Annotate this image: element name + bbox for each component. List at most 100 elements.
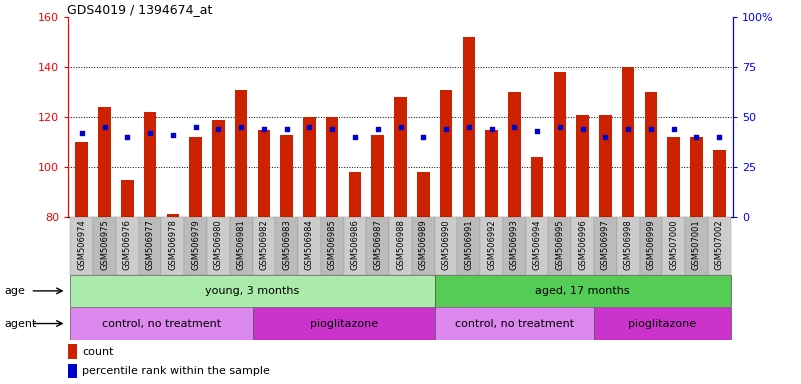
Text: count: count — [83, 347, 114, 357]
Bar — [212, 120, 224, 217]
Text: GSM506980: GSM506980 — [214, 219, 223, 270]
Bar — [230, 217, 252, 275]
Text: GSM506981: GSM506981 — [236, 219, 246, 270]
Text: aged, 17 months: aged, 17 months — [535, 286, 630, 296]
Text: GSM506988: GSM506988 — [396, 219, 405, 270]
Bar — [662, 217, 685, 275]
Bar — [639, 217, 662, 275]
Text: GSM506998: GSM506998 — [624, 219, 633, 270]
Bar — [252, 307, 435, 340]
Bar — [690, 137, 702, 217]
Text: GSM506994: GSM506994 — [533, 219, 541, 270]
Text: GSM507000: GSM507000 — [669, 219, 678, 270]
Bar — [321, 217, 344, 275]
Text: pioglitazone: pioglitazone — [309, 318, 377, 329]
Point — [713, 134, 726, 140]
Bar — [457, 217, 480, 275]
Bar — [68, 344, 77, 359]
Bar — [571, 217, 594, 275]
Text: pioglitazone: pioglitazone — [628, 318, 696, 329]
Point — [553, 124, 566, 130]
Text: control, no treatment: control, no treatment — [455, 318, 574, 329]
Text: agent: agent — [4, 318, 36, 329]
Bar — [207, 217, 230, 275]
Point — [645, 126, 658, 132]
Point — [372, 126, 384, 132]
Point — [440, 126, 453, 132]
Bar — [348, 172, 361, 217]
Text: GSM506995: GSM506995 — [555, 219, 565, 270]
Bar — [189, 137, 202, 217]
Bar — [440, 90, 453, 217]
Bar — [372, 135, 384, 217]
Point — [508, 124, 521, 130]
Bar — [594, 217, 617, 275]
Bar — [116, 217, 139, 275]
Bar — [70, 275, 435, 307]
Point — [121, 134, 134, 140]
Text: young, 3 months: young, 3 months — [205, 286, 300, 296]
Bar — [685, 217, 708, 275]
Text: GSM506986: GSM506986 — [351, 219, 360, 270]
Bar — [235, 90, 248, 217]
Point — [212, 126, 225, 132]
Text: GSM506991: GSM506991 — [465, 219, 473, 270]
Point — [462, 124, 475, 130]
Text: GSM507001: GSM507001 — [692, 219, 701, 270]
Bar — [713, 149, 726, 217]
Point — [622, 126, 634, 132]
Text: GSM506975: GSM506975 — [100, 219, 109, 270]
Text: GSM506976: GSM506976 — [123, 219, 132, 270]
Bar — [667, 137, 680, 217]
Bar — [485, 130, 498, 217]
Text: percentile rank within the sample: percentile rank within the sample — [83, 366, 270, 376]
Text: GSM506978: GSM506978 — [168, 219, 177, 270]
Bar — [121, 180, 134, 217]
Bar — [645, 92, 657, 217]
Bar — [162, 217, 184, 275]
Point — [280, 126, 293, 132]
Text: age: age — [4, 286, 25, 296]
Bar — [389, 217, 412, 275]
Text: GSM506983: GSM506983 — [282, 219, 291, 270]
Bar — [549, 217, 571, 275]
Text: GSM506990: GSM506990 — [441, 219, 450, 270]
Bar — [344, 217, 366, 275]
Bar — [622, 67, 634, 217]
Text: GSM506982: GSM506982 — [260, 219, 268, 270]
Bar — [394, 97, 407, 217]
Text: GSM506989: GSM506989 — [419, 219, 428, 270]
Text: GSM506974: GSM506974 — [77, 219, 87, 270]
Text: GSM506999: GSM506999 — [646, 219, 655, 270]
Point — [167, 132, 179, 138]
Text: GSM506996: GSM506996 — [578, 219, 587, 270]
Bar — [70, 217, 93, 275]
Text: GSM506977: GSM506977 — [146, 219, 155, 270]
Text: GSM506979: GSM506979 — [191, 219, 200, 270]
Point — [576, 126, 589, 132]
Point — [303, 124, 316, 130]
Bar — [508, 92, 521, 217]
Bar — [144, 112, 156, 217]
Point — [485, 126, 498, 132]
Point — [143, 130, 156, 136]
Text: GDS4019 / 1394674_at: GDS4019 / 1394674_at — [67, 3, 213, 16]
Bar — [577, 115, 589, 217]
Text: GSM506984: GSM506984 — [305, 219, 314, 270]
Text: GSM506987: GSM506987 — [373, 219, 382, 270]
Bar — [75, 142, 88, 217]
Bar — [594, 307, 731, 340]
Bar — [303, 117, 316, 217]
Point — [394, 124, 407, 130]
Bar — [531, 157, 543, 217]
Bar — [599, 115, 612, 217]
Text: GSM506985: GSM506985 — [328, 219, 336, 270]
Bar — [298, 217, 321, 275]
Point — [348, 134, 361, 140]
Bar — [68, 364, 77, 378]
Bar — [252, 217, 276, 275]
Point — [75, 130, 88, 136]
Text: GSM506997: GSM506997 — [601, 219, 610, 270]
Bar — [462, 37, 475, 217]
Point — [667, 126, 680, 132]
